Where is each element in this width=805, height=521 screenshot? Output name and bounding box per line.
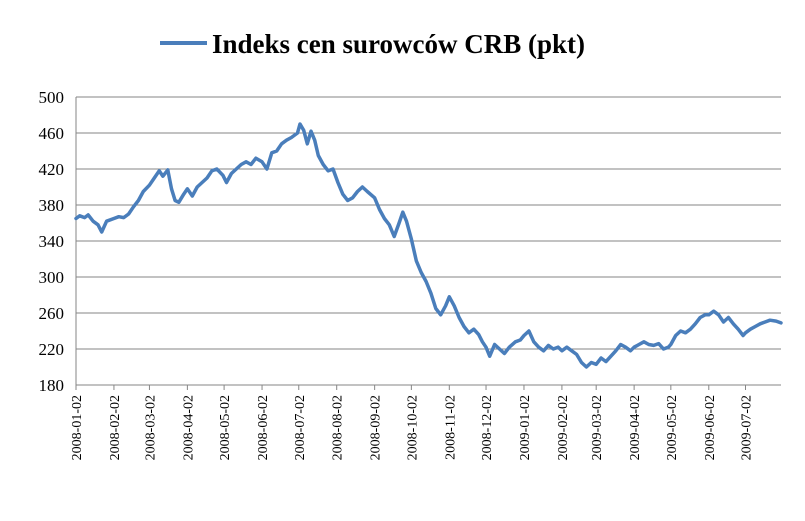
x-tick-label: 2009-04-02 <box>628 395 643 460</box>
legend-label: Indeks cen surowców CRB (pkt) <box>212 29 585 59</box>
x-tick-label: 2008-11-02 <box>443 395 458 460</box>
x-tick-label: 2008-01-02 <box>70 395 85 460</box>
x-tick-label: 2008-03-02 <box>143 395 158 460</box>
y-tick-label: 420 <box>39 160 65 179</box>
x-tick-label: 2009-06-02 <box>703 395 718 460</box>
x-tick-label: 2008-08-02 <box>331 395 346 460</box>
x-tick-label: 2009-01-02 <box>518 395 533 460</box>
x-tick-label: 2008-12-02 <box>480 395 495 460</box>
x-tick-labels: 2008-01-02 2008-02-02 2008-03-02 2008-04-02… <box>70 395 755 460</box>
legend: Indeks cen surowców CRB (pkt) <box>160 29 585 59</box>
y-tick-label: 180 <box>39 376 65 395</box>
y-tick-label: 260 <box>39 304 65 323</box>
series-line <box>74 122 783 369</box>
x-tick-label: 2009-07-02 <box>740 395 755 460</box>
y-tick-label: 460 <box>39 124 65 143</box>
y-tick-labels: 180 220 260 300 340 380 420 460 500 <box>39 88 65 395</box>
y-tick-label: 500 <box>39 88 65 107</box>
x-tick-label: 2008-10-02 <box>405 395 420 460</box>
x-tick-label: 2009-03-02 <box>590 395 605 460</box>
x-tick-label: 2008-09-02 <box>369 395 384 460</box>
x-tick-label: 2008-05-02 <box>218 395 233 460</box>
y-tick-label: 300 <box>39 268 65 287</box>
series-layer <box>74 122 783 369</box>
axes <box>75 97 781 390</box>
y-tick-label: 220 <box>39 340 65 359</box>
y-tick-label: 340 <box>39 232 65 251</box>
x-tick-label: 2008-04-02 <box>181 395 196 460</box>
x-tick-label: 2008-06-02 <box>256 395 271 460</box>
gridlines <box>76 96 781 350</box>
x-tick-label: 2009-02-02 <box>556 395 571 460</box>
y-tick-label: 380 <box>39 196 65 215</box>
x-tick-label: 2009-05-02 <box>665 395 680 460</box>
x-tick-label: 2008-02-02 <box>108 395 123 460</box>
x-tick-label: 2008-07-02 <box>293 395 308 460</box>
